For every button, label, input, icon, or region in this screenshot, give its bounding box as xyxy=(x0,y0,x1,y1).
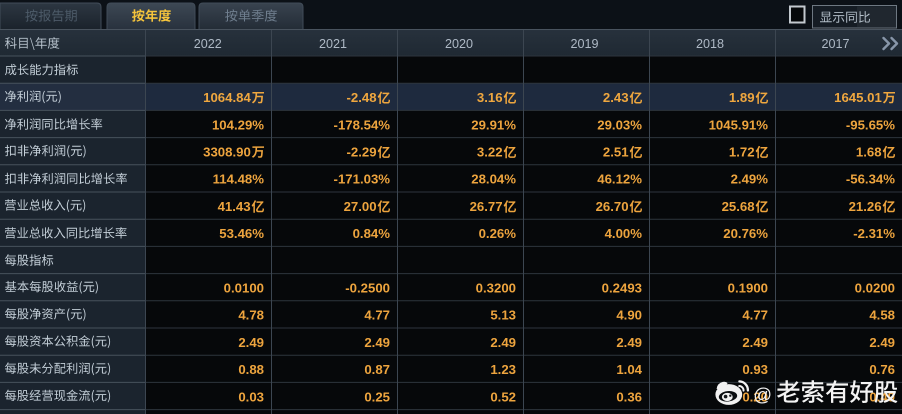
svg-text:2.49: 2.49 xyxy=(616,335,642,350)
svg-text:3308.90: 3308.90 xyxy=(203,145,251,160)
svg-text:@: @ xyxy=(753,384,772,405)
svg-text:20.76%: 20.76% xyxy=(723,226,768,241)
svg-text:0.20: 0.20 xyxy=(742,389,768,404)
svg-text:2017: 2017 xyxy=(821,37,849,51)
svg-text:0.03: 0.03 xyxy=(238,389,264,404)
svg-text:114.48%: 114.48% xyxy=(213,172,265,187)
svg-text:1.68: 1.68 xyxy=(856,145,882,160)
svg-text:0.3200: 0.3200 xyxy=(476,281,516,296)
svg-text:26.77: 26.77 xyxy=(470,199,503,214)
svg-text:4.77: 4.77 xyxy=(742,308,768,323)
svg-text:0.87: 0.87 xyxy=(364,362,390,377)
svg-text:104.29%: 104.29% xyxy=(212,117,264,132)
svg-text:2021: 2021 xyxy=(319,37,347,51)
svg-text:2018: 2018 xyxy=(696,37,724,51)
svg-text:1.89: 1.89 xyxy=(729,90,755,105)
svg-text:2020: 2020 xyxy=(445,37,473,51)
svg-text:4.90: 4.90 xyxy=(616,308,642,323)
svg-text:2.49%: 2.49% xyxy=(731,172,769,187)
svg-text:0.1900: 0.1900 xyxy=(728,281,768,296)
svg-text:0.2493: 0.2493 xyxy=(602,281,642,296)
svg-text:-95.65%: -95.65% xyxy=(846,117,895,132)
svg-text:2.49: 2.49 xyxy=(869,335,895,350)
svg-text:41.43: 41.43 xyxy=(218,199,251,214)
svg-text:0.52: 0.52 xyxy=(490,389,516,404)
svg-text:3.22: 3.22 xyxy=(477,145,503,160)
svg-text:4.00%: 4.00% xyxy=(605,226,643,241)
svg-text:0.26%: 0.26% xyxy=(479,226,517,241)
svg-text:0.88: 0.88 xyxy=(238,362,264,377)
svg-text:2.43: 2.43 xyxy=(603,90,629,105)
svg-text:5.13: 5.13 xyxy=(490,308,516,323)
svg-text:0.36: 0.36 xyxy=(616,389,642,404)
svg-text:29.91%: 29.91% xyxy=(471,117,516,132)
svg-text:2.49: 2.49 xyxy=(742,335,768,350)
svg-text:0.84%: 0.84% xyxy=(353,226,391,241)
svg-text:-171.03%: -171.03% xyxy=(334,172,391,187)
svg-text:2.49: 2.49 xyxy=(490,335,516,350)
svg-text:2019: 2019 xyxy=(570,37,598,51)
svg-text:-178.54%: -178.54% xyxy=(334,117,391,132)
svg-text:1.72: 1.72 xyxy=(729,145,755,160)
svg-text:1045.91%: 1045.91% xyxy=(709,117,769,132)
svg-text:0.0100: 0.0100 xyxy=(224,281,264,296)
svg-text:27.00: 27.00 xyxy=(344,199,377,214)
svg-text:2022: 2022 xyxy=(194,37,222,51)
svg-text:0.0200: 0.0200 xyxy=(855,281,895,296)
svg-text:-56.34%: -56.34% xyxy=(846,172,895,187)
svg-text:2.51: 2.51 xyxy=(603,145,629,160)
svg-text:46.12%: 46.12% xyxy=(597,172,642,187)
svg-text:29.03%: 29.03% xyxy=(597,117,642,132)
svg-text:28.04%: 28.04% xyxy=(471,172,516,187)
svg-text:1645.01: 1645.01 xyxy=(834,90,882,105)
svg-text:4.77: 4.77 xyxy=(364,308,390,323)
svg-text:21.26: 21.26 xyxy=(849,199,882,214)
svg-text:0.25: 0.25 xyxy=(364,389,390,404)
svg-text:-2.29: -2.29 xyxy=(347,145,377,160)
svg-text:26.70: 26.70 xyxy=(596,199,629,214)
svg-text:25.68: 25.68 xyxy=(722,199,755,214)
svg-text:1064.84: 1064.84 xyxy=(203,90,251,105)
svg-text:3.16: 3.16 xyxy=(477,90,503,105)
svg-text:-0.2500: -0.2500 xyxy=(345,281,390,296)
svg-text:4.78: 4.78 xyxy=(238,308,264,323)
svg-text:0.76: 0.76 xyxy=(869,362,895,377)
svg-text:2.49: 2.49 xyxy=(238,335,264,350)
svg-text:53.46%: 53.46% xyxy=(219,226,264,241)
svg-text:4.58: 4.58 xyxy=(869,308,895,323)
svg-text:-2.48: -2.48 xyxy=(347,90,377,105)
svg-text:1.04: 1.04 xyxy=(616,362,642,377)
svg-text:2.49: 2.49 xyxy=(364,335,390,350)
svg-text:0.93: 0.93 xyxy=(742,362,768,377)
svg-text:1.23: 1.23 xyxy=(490,362,516,377)
svg-text:-2.31%: -2.31% xyxy=(853,226,895,241)
